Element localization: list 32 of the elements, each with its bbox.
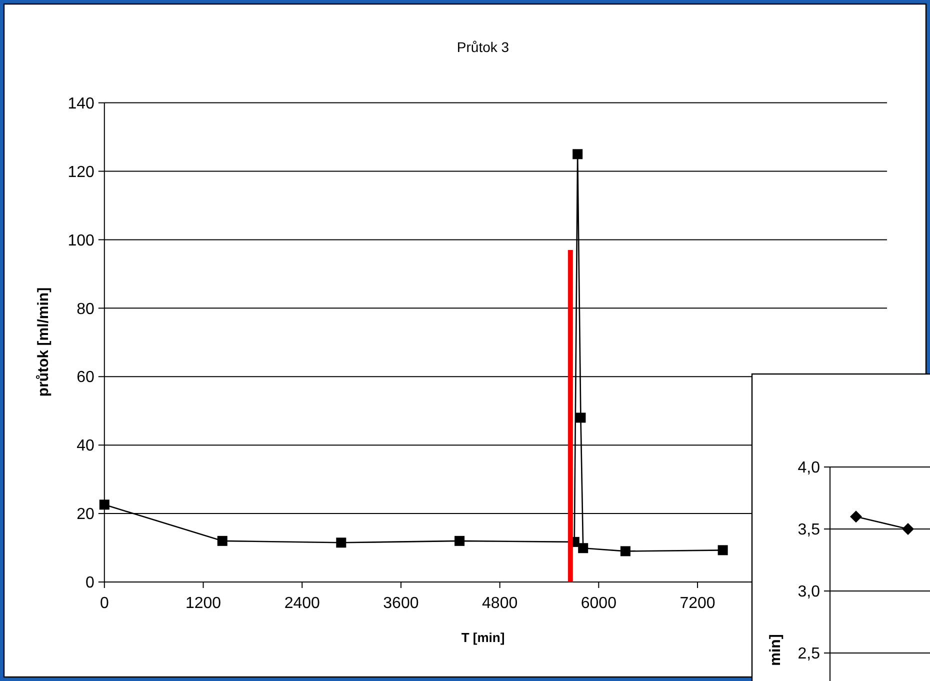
y-tick-label: 80 — [76, 300, 94, 318]
point — [572, 149, 583, 160]
y-tick-label: 140 — [68, 95, 94, 112]
y-tick-label: 0 — [85, 574, 94, 592]
y-tick-label: 40 — [76, 438, 94, 455]
y-tick-label: 3,5 — [798, 522, 820, 539]
y-tick-label: 120 — [68, 164, 94, 181]
chart-title: Průtok 3 — [456, 39, 510, 55]
y-tick-label: 2,5 — [798, 646, 820, 663]
point — [454, 536, 465, 546]
point — [718, 545, 728, 556]
point — [576, 412, 586, 423]
y-tick-label: 60 — [76, 369, 94, 386]
x-axis-title: T [min] — [461, 630, 505, 645]
point — [217, 536, 228, 546]
x-tick-label: 1200 — [185, 595, 222, 612]
y-tick-label: 4,0 — [798, 460, 820, 477]
point — [578, 543, 588, 554]
y-tick-label: 100 — [68, 232, 94, 250]
x-tick-label: 0 — [100, 595, 109, 612]
x-tick-label: 6000 — [580, 595, 617, 612]
y-axis-title: min] — [767, 634, 784, 666]
point — [620, 546, 630, 556]
point — [99, 500, 110, 510]
x-tick-label: 2400 — [284, 595, 320, 612]
x-tick-label: 4800 — [482, 595, 518, 612]
y-axis-title: průtok [ml/min] — [35, 287, 52, 397]
y-tick-label: 3,0 — [798, 584, 820, 601]
point — [336, 538, 346, 548]
x-tick-label: 7200 — [680, 595, 716, 612]
y-tick-label: 20 — [76, 506, 94, 524]
x-tick-label: 3600 — [383, 595, 419, 612]
